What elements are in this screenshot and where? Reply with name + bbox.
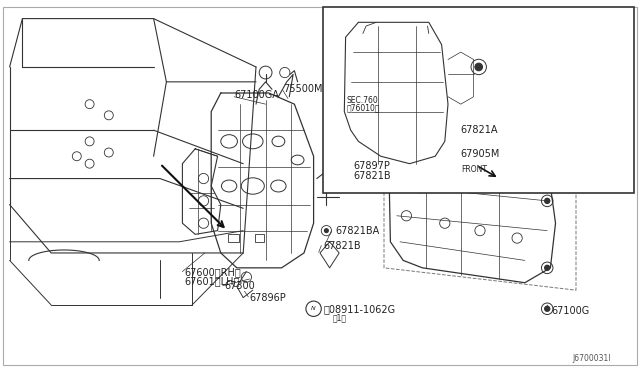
Circle shape [544, 305, 550, 312]
Text: 67905M: 67905M [461, 150, 500, 159]
Bar [255, 234, 264, 242]
Text: 75500M: 75500M [283, 84, 323, 93]
Text: 67821B: 67821B [353, 171, 391, 180]
Text: ⓝ08911-1062G: ⓝ08911-1062G [323, 305, 396, 314]
Text: SEC.760: SEC.760 [347, 96, 379, 105]
Circle shape [324, 228, 329, 233]
Bar [323, 7, 634, 193]
Text: 67100G: 67100G [552, 306, 590, 315]
Text: 67300: 67300 [224, 282, 255, 291]
Circle shape [544, 264, 550, 271]
Circle shape [544, 198, 550, 204]
Text: FRONT: FRONT [461, 165, 487, 174]
Text: 67897P: 67897P [353, 161, 390, 170]
Text: 67896P: 67896P [250, 293, 286, 302]
Text: 67600〈RH〉: 67600〈RH〉 [184, 267, 241, 277]
Text: 67821B: 67821B [323, 241, 361, 250]
Text: J6700031I: J6700031I [573, 355, 611, 363]
Text: 67821BA: 67821BA [335, 226, 380, 235]
Bar [228, 234, 239, 242]
Text: （1）: （1） [333, 314, 347, 323]
Text: 67601〈LH〉: 67601〈LH〉 [184, 276, 240, 286]
Text: N: N [311, 306, 316, 311]
Text: 67821A: 67821A [461, 125, 499, 135]
Text: 〈76010〉: 〈76010〉 [347, 103, 380, 112]
Circle shape [475, 63, 483, 71]
Text: 67100GA: 67100GA [234, 90, 279, 100]
